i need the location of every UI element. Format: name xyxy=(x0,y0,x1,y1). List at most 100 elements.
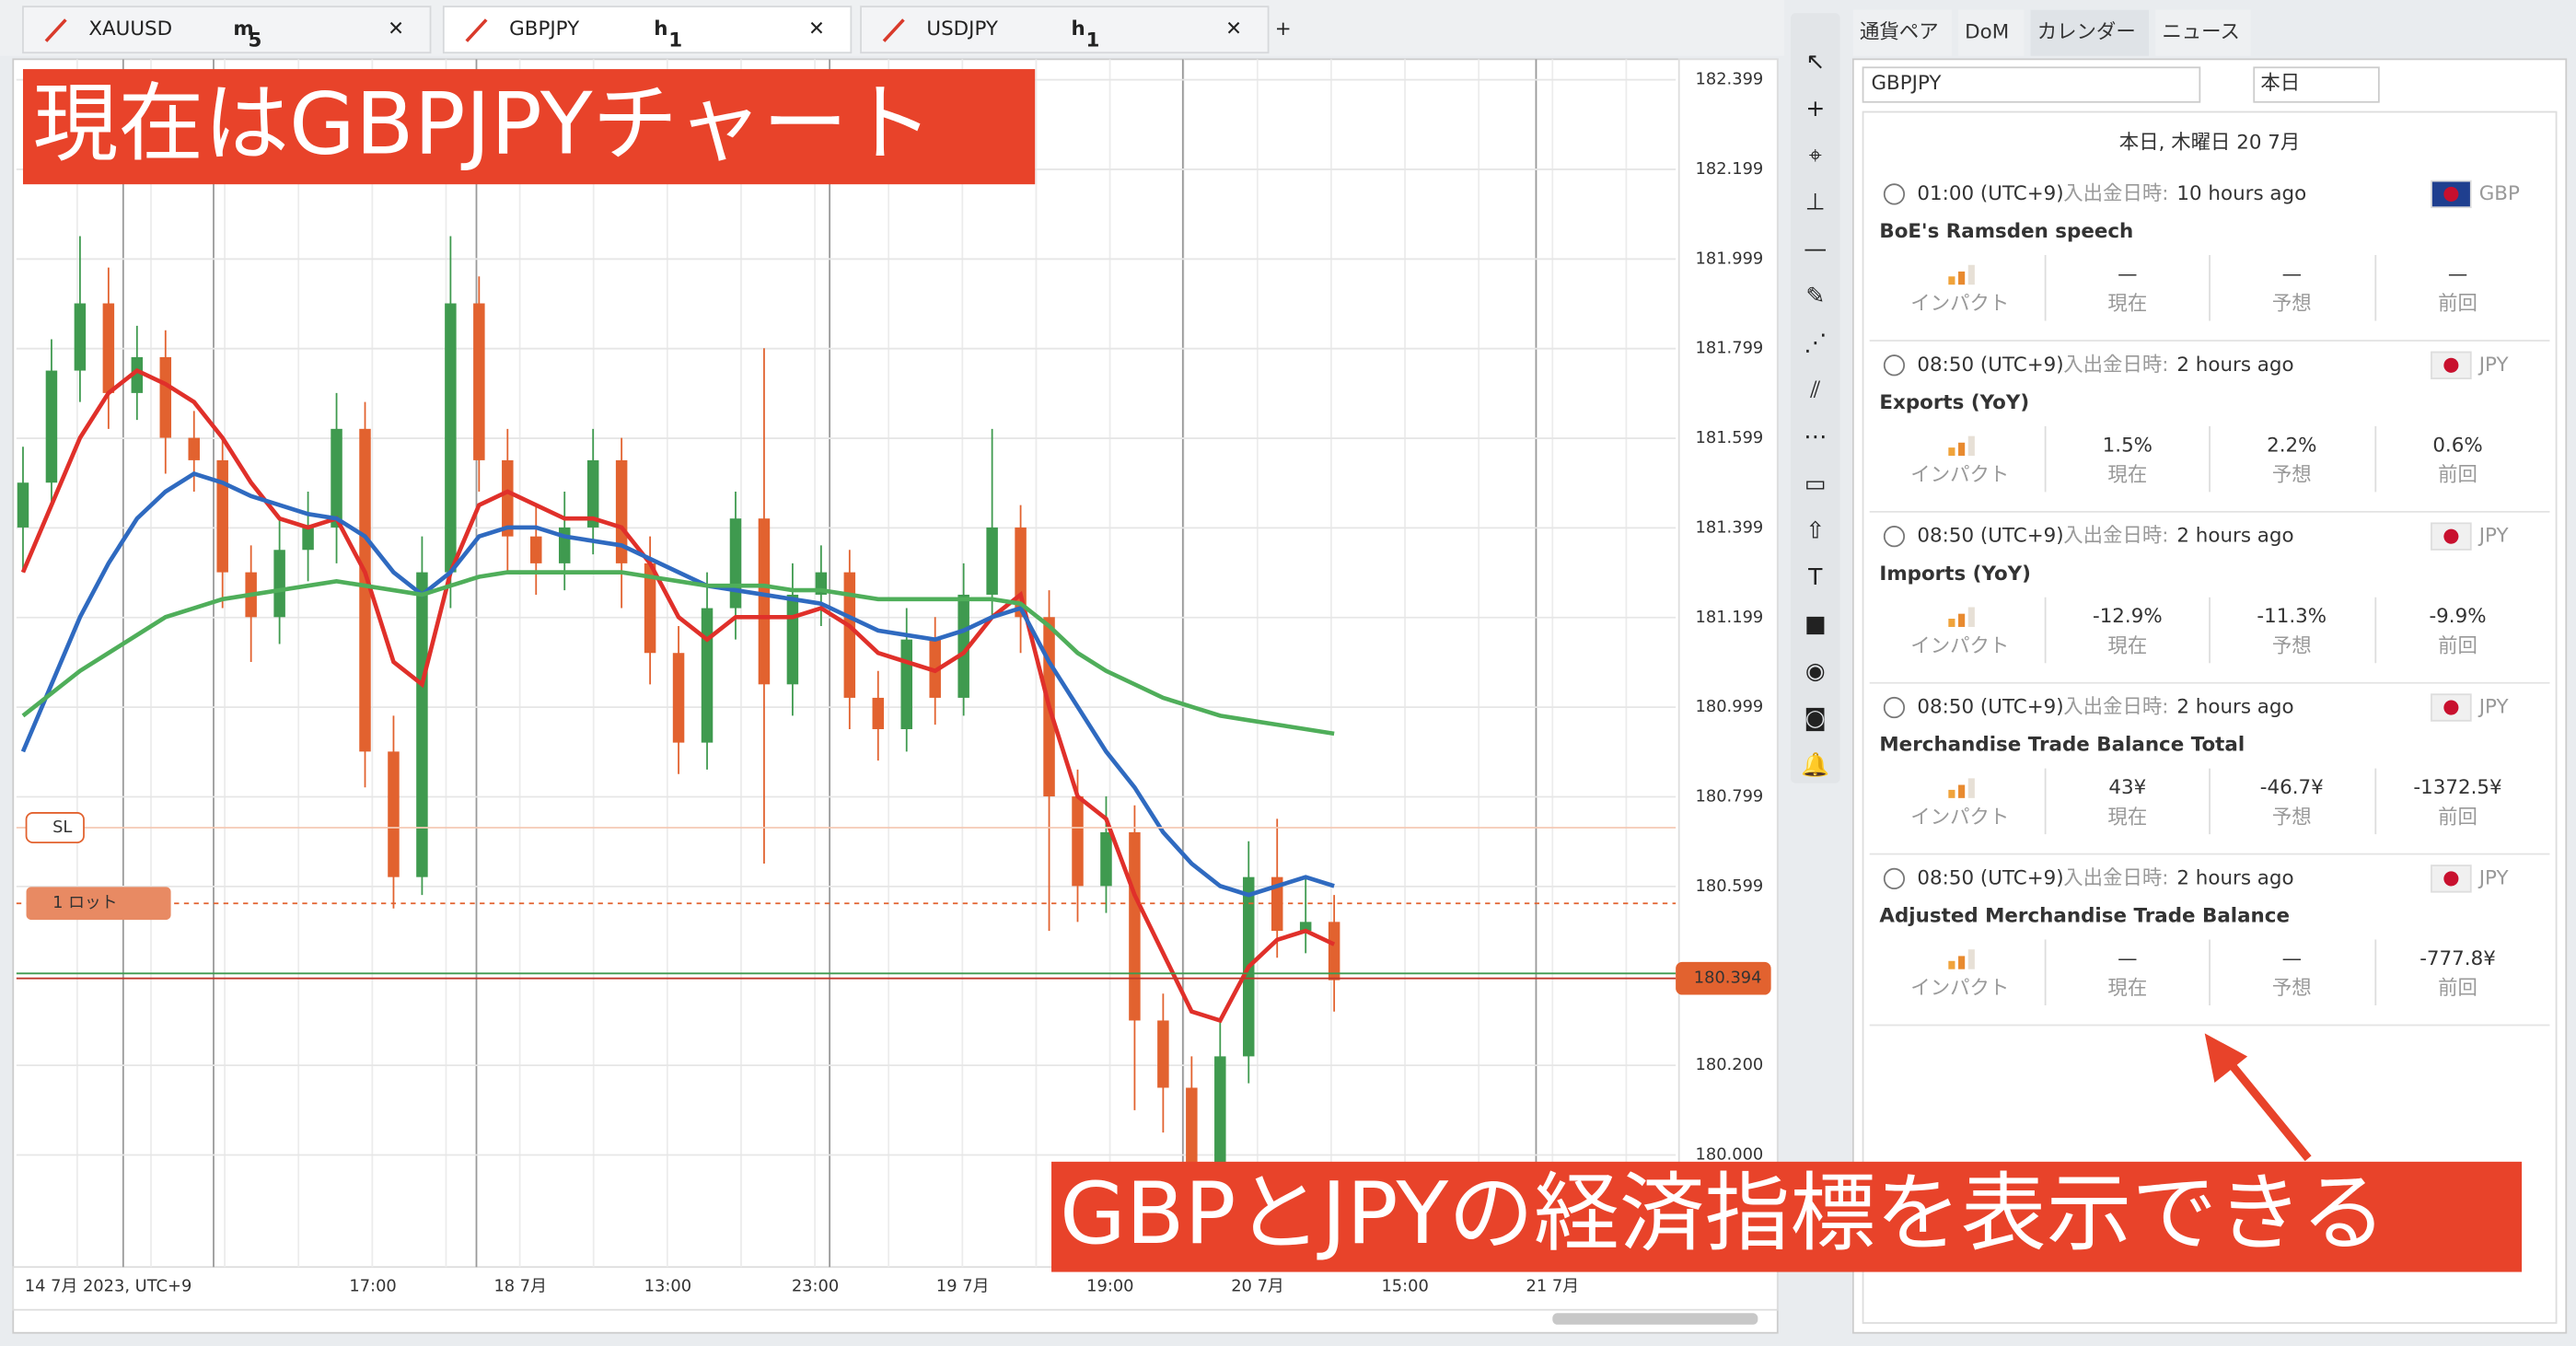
plot: 182.399 182.199 181.999 181.799 181.599 181.3… xyxy=(16,59,1771,1296)
tab-period: 1 xyxy=(668,29,682,52)
price-tick-label: 181.399 xyxy=(1696,517,1764,537)
column-label: 前回 xyxy=(2438,806,2477,829)
impact-bar xyxy=(1958,442,1966,457)
symbol-select[interactable] xyxy=(1862,66,2201,103)
candle-body xyxy=(17,482,29,528)
flag-mark xyxy=(2443,871,2459,887)
tab-symbol: XAUUSD xyxy=(88,17,172,41)
tool-icon[interactable]: ⇧ xyxy=(1805,516,1825,543)
tool-icon[interactable]: ■ xyxy=(1804,610,1827,637)
tab-timeframe: m xyxy=(233,17,253,41)
candle-body xyxy=(1100,831,1112,887)
candle-body xyxy=(159,356,172,438)
tool-icon[interactable]: ◙ xyxy=(1804,704,1827,732)
tool-icon[interactable]: ◉ xyxy=(1805,657,1826,684)
tool-icon[interactable]: ⋰ xyxy=(1804,330,1827,356)
column-label: 予想 xyxy=(2272,293,2312,316)
tool-icon[interactable]: 🔔 xyxy=(1801,751,1829,778)
annotation-box xyxy=(22,69,1036,185)
column-label: 予想 xyxy=(2272,806,2312,829)
candle-body xyxy=(1214,1056,1226,1165)
event-time: 01:00 (UTC+9) xyxy=(1917,182,2063,205)
candle-body xyxy=(900,639,912,730)
tool-icon[interactable]: ↖ xyxy=(1805,48,1825,75)
arrow-shaft xyxy=(2222,1055,2312,1162)
event-value: 0.6% xyxy=(2432,434,2482,457)
price-tick-label: 180.200 xyxy=(1696,1055,1764,1074)
tool-icon[interactable]: + xyxy=(1805,95,1825,122)
moving-average xyxy=(21,570,1335,737)
impact-bar xyxy=(1948,960,1955,969)
candle-body xyxy=(131,356,144,393)
price-axis xyxy=(1677,58,1779,1269)
flag-mark xyxy=(2443,528,2459,544)
symbol-icon xyxy=(882,18,905,42)
tool-icon[interactable]: ⋯ xyxy=(1804,423,1827,449)
tool-icon[interactable]: ▭ xyxy=(1804,470,1827,496)
clock-icon xyxy=(1883,696,1906,719)
column-label: 現在 xyxy=(2107,634,2147,657)
tab-symbol: USDJPY xyxy=(926,17,998,41)
event-value: 43¥ xyxy=(2108,776,2146,799)
event-time-label: 入出金日時: xyxy=(2063,525,2168,548)
tool-icon[interactable]: ✎ xyxy=(1805,283,1825,309)
lot-box[interactable] xyxy=(26,887,171,921)
candle-body xyxy=(1129,831,1141,1021)
column-label: 前回 xyxy=(2438,977,2477,1000)
event-time-label: 入出金日時: xyxy=(2063,696,2168,719)
candle-body xyxy=(388,751,400,877)
event-time-label: 入出金日時: xyxy=(2063,182,2168,205)
candle-body xyxy=(331,428,342,528)
candle-body xyxy=(273,550,285,618)
flag-mark xyxy=(2443,700,2459,715)
tab-close[interactable]: ✕ xyxy=(808,17,825,41)
tool-icon[interactable]: ⫽ xyxy=(1809,376,1820,402)
candle-body xyxy=(102,303,115,393)
event-value: -9.9% xyxy=(2429,605,2486,628)
impact-bar xyxy=(1967,264,1975,285)
period-select[interactable] xyxy=(2253,66,2380,103)
event-value: 1.5% xyxy=(2103,434,2152,457)
time-tick-label: 19 7月 xyxy=(936,1277,990,1296)
event-currency: JPY xyxy=(2477,525,2510,548)
event-time: 08:50 (UTC+9) xyxy=(1917,866,2063,889)
scrollbar[interactable] xyxy=(1552,1313,1758,1325)
tab-timeframe: h xyxy=(654,17,667,41)
event-value: — xyxy=(2282,947,2302,970)
candle-body xyxy=(74,303,87,371)
event-title: Exports (YoY) xyxy=(1879,391,2029,414)
candle-body xyxy=(530,536,542,563)
panel-tab[interactable] xyxy=(2155,9,2251,56)
panel-tab[interactable] xyxy=(2030,9,2150,56)
candle-body xyxy=(1299,922,1312,932)
impact-bar xyxy=(1948,447,1955,457)
event-time-label: 入出金日時: xyxy=(2063,866,2168,889)
chart-tab[interactable] xyxy=(442,6,853,54)
tool-icon[interactable]: — xyxy=(1804,236,1827,262)
tool-icon[interactable]: T xyxy=(1807,563,1823,590)
tab-close[interactable]: ✕ xyxy=(388,17,404,41)
time-tick-label: 21 7月 xyxy=(1526,1277,1580,1296)
flag-mark xyxy=(2443,186,2459,202)
annotation: 現在はGBPJPYチャート xyxy=(33,75,934,174)
event-title: Adjusted Merchandise Trade Balance xyxy=(1879,905,2290,928)
impact-bar xyxy=(1948,619,1955,627)
event-value: -11.3% xyxy=(2257,605,2327,628)
clock-icon xyxy=(1883,867,1906,890)
tool-icon[interactable]: ⌖ xyxy=(1809,142,1822,168)
event-value: -1372.5¥ xyxy=(2413,776,2501,799)
panel-tab[interactable] xyxy=(1852,9,1952,56)
event-ago: 2 hours ago xyxy=(2176,525,2293,548)
chart-tab[interactable] xyxy=(860,6,1270,54)
flag xyxy=(2431,180,2472,209)
tool-icon[interactable]: ⊥ xyxy=(1805,189,1826,215)
sl-box[interactable] xyxy=(25,812,85,843)
tab-close[interactable]: ✕ xyxy=(1225,17,1242,41)
tab-symbol: GBPJPY xyxy=(509,17,580,41)
chart-tab[interactable] xyxy=(22,6,432,54)
time-tick-label: 23:00 xyxy=(792,1277,839,1296)
new-tab[interactable]: + xyxy=(1275,17,1292,41)
event-value: -46.7¥ xyxy=(2260,776,2324,799)
panel-tab[interactable] xyxy=(1958,9,2025,56)
